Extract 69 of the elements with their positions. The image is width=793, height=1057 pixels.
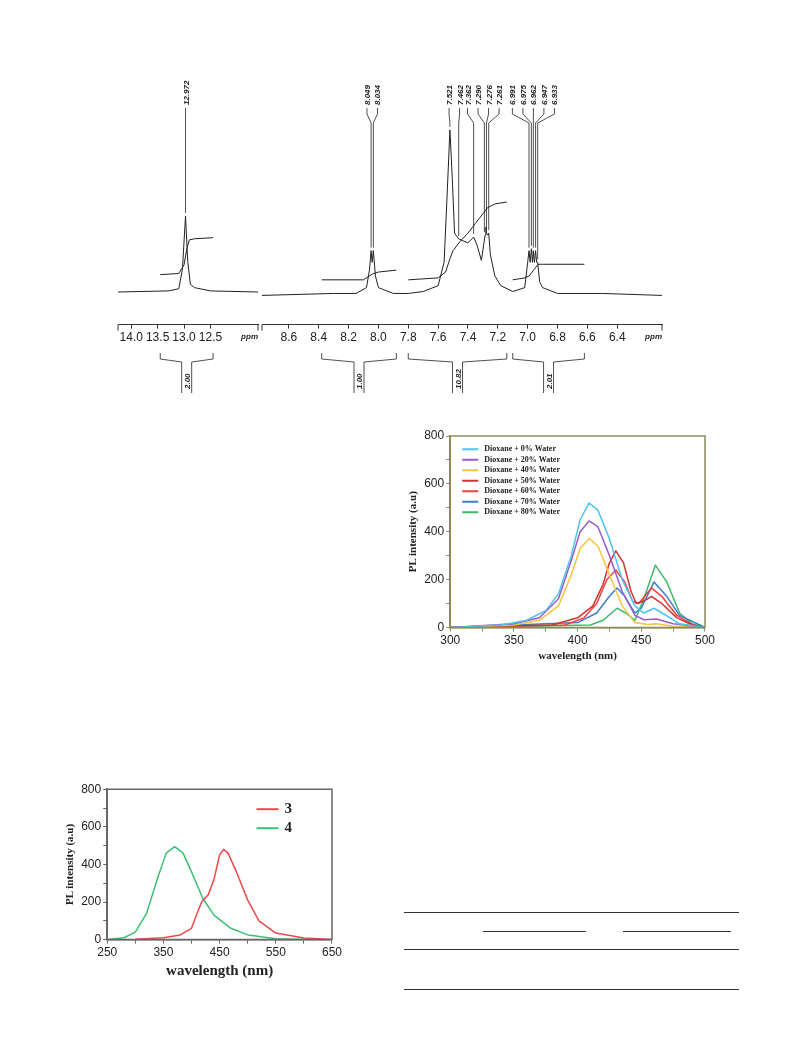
x-tick-label: 8.6 bbox=[280, 330, 298, 345]
text: 2.00 bbox=[182, 372, 192, 390]
x-tick-label: 7.4 bbox=[459, 330, 477, 345]
y-tick-label: 800 bbox=[81, 781, 102, 796]
y-tick-label: 800 bbox=[424, 428, 445, 443]
annotation: 7.521 bbox=[445, 84, 455, 105]
y-axis-title: PL intensity (a.u) bbox=[406, 490, 420, 573]
x-tick-label: 6.4 bbox=[608, 330, 626, 345]
y-tick-label: 400 bbox=[424, 524, 445, 539]
legend-label: 3 bbox=[284, 800, 292, 817]
text: 2.01 bbox=[544, 372, 554, 390]
annotation: 6.947 bbox=[539, 84, 549, 105]
annotation: 7.362 bbox=[463, 84, 473, 105]
x-tick-label: 7.2 bbox=[489, 330, 507, 345]
annotation: 6.975 bbox=[518, 84, 528, 105]
x-tick-label: 550 bbox=[265, 945, 287, 960]
annotation: 6.933 bbox=[550, 84, 560, 105]
legend-label: Dioxane + 60% Water bbox=[484, 486, 561, 496]
x-tick-label: 6.6 bbox=[579, 330, 597, 345]
annotation: 12.972 bbox=[181, 79, 191, 105]
x-axis-title: ppm bbox=[644, 331, 662, 341]
y-tick-label: 400 bbox=[81, 856, 102, 871]
x-tick-label: 450 bbox=[209, 945, 230, 960]
x-tick-label: 250 bbox=[97, 945, 118, 960]
legend-label: Dioxane + 70% Water bbox=[484, 496, 561, 506]
x-tick-label: 7.6 bbox=[429, 330, 447, 345]
x-tick-label: 400 bbox=[567, 632, 588, 647]
x-tick-label: 8.4 bbox=[310, 330, 328, 345]
x-tick-label: 350 bbox=[503, 632, 525, 647]
legend-label: Dioxane + 20% Water bbox=[484, 454, 561, 464]
x-tick-label: 300 bbox=[440, 632, 461, 647]
y-tick-label: 200 bbox=[81, 894, 102, 909]
x-axis-title: wavelength (nm) bbox=[538, 649, 618, 663]
text: 10.82 bbox=[453, 368, 463, 389]
x-tick-label: 13.5 bbox=[145, 330, 170, 345]
x-tick-label: 14.0 bbox=[119, 330, 144, 345]
x-tick-label: 6.8 bbox=[549, 330, 567, 345]
annotation: 8.049 bbox=[362, 84, 372, 105]
x-tick-label: 7.8 bbox=[399, 330, 417, 345]
x-tick-label: 13.0 bbox=[172, 330, 197, 345]
x-tick-label: 350 bbox=[153, 945, 174, 960]
legend-label: Dioxane + 80% Water bbox=[484, 507, 561, 517]
y-tick-label: 600 bbox=[424, 476, 445, 491]
y-tick-label: 200 bbox=[424, 571, 445, 586]
annotation: 7.261 bbox=[495, 84, 505, 105]
x-tick-label: 8.0 bbox=[370, 330, 388, 345]
annotation: 8.034 bbox=[373, 84, 383, 105]
x-tick-label: 8.2 bbox=[340, 330, 358, 345]
y-tick-label: 0 bbox=[94, 931, 102, 946]
x-axis-title: wavelength (nm) bbox=[166, 961, 274, 979]
legend-label: Dioxane + 40% Water bbox=[484, 465, 561, 475]
annotation: 7.462 bbox=[455, 84, 465, 105]
legend-label: 4 bbox=[284, 819, 293, 836]
x-tick-label: 450 bbox=[631, 632, 652, 647]
x-tick-label: 500 bbox=[694, 632, 716, 647]
x-tick-label: 7.0 bbox=[519, 330, 537, 345]
y-tick-label: 600 bbox=[81, 819, 102, 834]
y-axis-title: PL intensity (a.u) bbox=[63, 823, 77, 905]
x-tick-label: 650 bbox=[321, 945, 343, 960]
text: 1.00 bbox=[355, 372, 365, 389]
annotation: 6.962 bbox=[529, 84, 539, 105]
legend-label: Dioxane + 50% Water bbox=[484, 475, 561, 485]
annotation: 7.290 bbox=[474, 84, 484, 105]
y-tick-label: 0 bbox=[437, 619, 445, 634]
annotation: 6.991 bbox=[508, 84, 518, 105]
legend-label: Dioxane + 0% Water bbox=[484, 444, 557, 454]
x-tick-label: 12.5 bbox=[198, 330, 223, 345]
x-axis-title: ppm bbox=[240, 331, 258, 341]
annotation: 7.276 bbox=[484, 84, 494, 105]
